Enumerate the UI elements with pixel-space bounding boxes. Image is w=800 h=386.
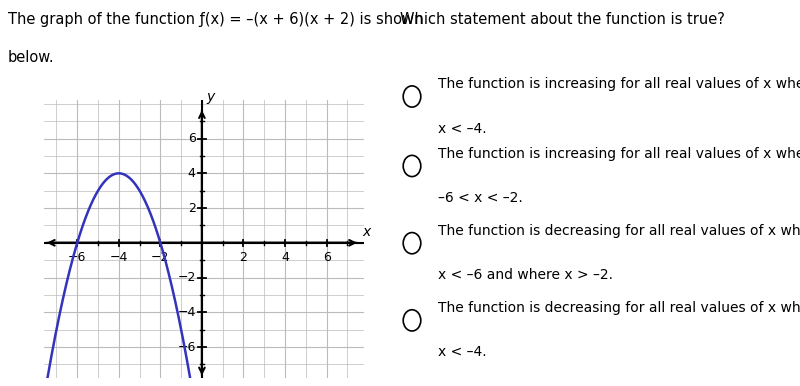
Text: The graph of the function ƒ(x) = –(x + 6)(x + 2) is shown: The graph of the function ƒ(x) = –(x + 6… — [8, 12, 423, 27]
Text: The function is increasing for all real values of x where: The function is increasing for all real … — [438, 77, 800, 91]
Text: The function is increasing for all real values of x where: The function is increasing for all real … — [438, 147, 800, 161]
Text: –6 < x < –2.: –6 < x < –2. — [438, 191, 523, 205]
Text: x < –6 and where x > –2.: x < –6 and where x > –2. — [438, 268, 614, 282]
Text: −2: −2 — [151, 251, 170, 264]
Text: below.: below. — [8, 50, 54, 65]
Text: x: x — [362, 225, 370, 239]
Text: The function is decreasing for all real values of x where: The function is decreasing for all real … — [438, 224, 800, 238]
Text: Which statement about the function is true?: Which statement about the function is tr… — [400, 12, 725, 27]
Text: 2: 2 — [188, 201, 196, 215]
Text: y: y — [206, 90, 214, 104]
Text: −6: −6 — [68, 251, 86, 264]
Text: x < –4.: x < –4. — [438, 122, 487, 135]
Text: 6: 6 — [322, 251, 330, 264]
Text: −4: −4 — [110, 251, 128, 264]
Text: −6: −6 — [178, 340, 196, 354]
Text: 6: 6 — [188, 132, 196, 145]
Text: 4: 4 — [281, 251, 289, 264]
Text: −2: −2 — [178, 271, 196, 284]
Text: 2: 2 — [239, 251, 247, 264]
Text: x < –4.: x < –4. — [438, 345, 487, 359]
Text: −4: −4 — [178, 306, 196, 319]
Text: 4: 4 — [188, 167, 196, 180]
Text: The function is decreasing for all real values of x where: The function is decreasing for all real … — [438, 301, 800, 315]
